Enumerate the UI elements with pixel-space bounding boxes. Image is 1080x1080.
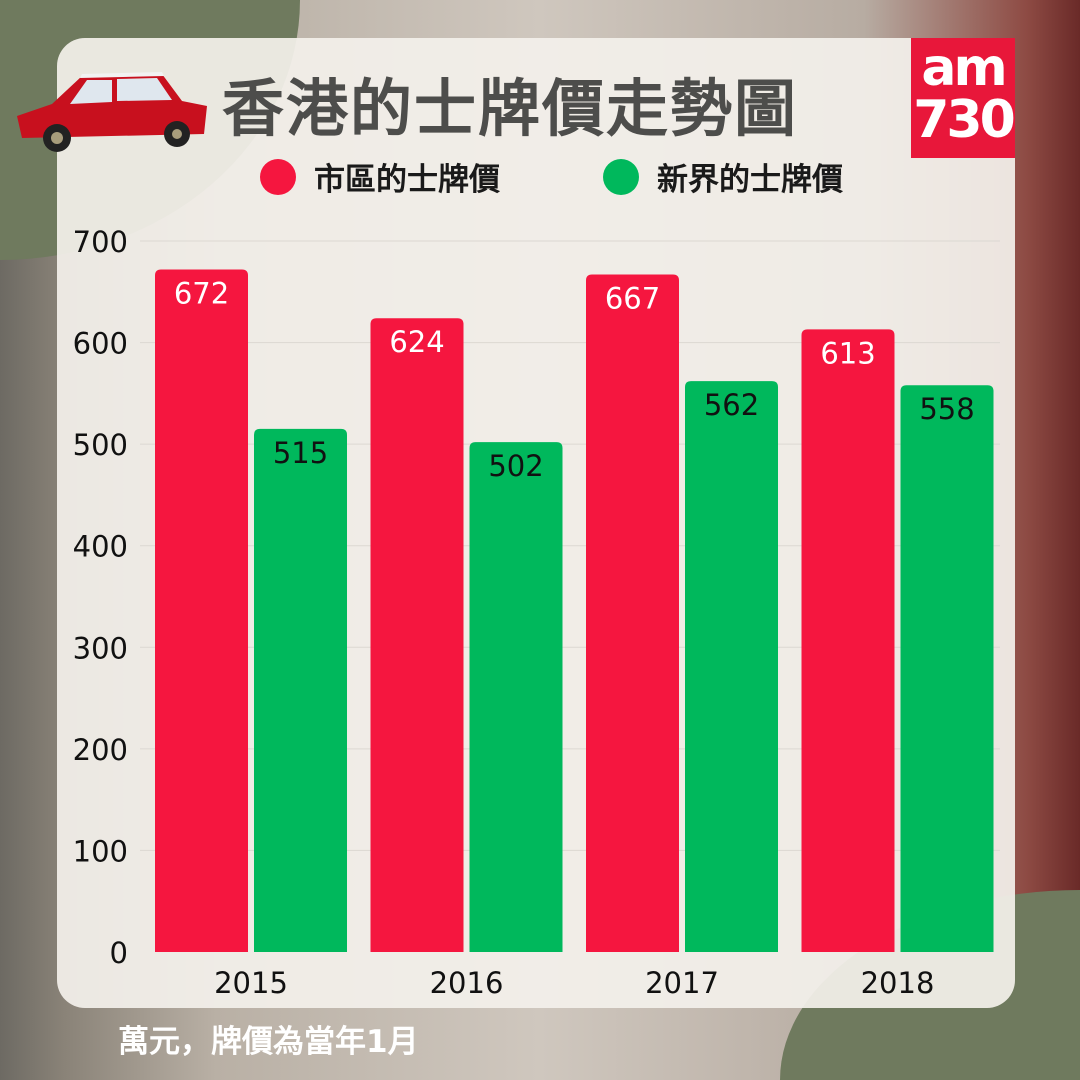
bar <box>685 381 778 952</box>
bar <box>801 329 895 952</box>
y-tick-label: 700 <box>73 225 128 259</box>
legend-red-dot-icon <box>260 158 296 195</box>
am730-logo: am 730 <box>911 38 1016 158</box>
data-label: 624 <box>389 325 444 359</box>
y-tick-label: 300 <box>73 631 128 665</box>
bar <box>254 428 347 953</box>
chart-title: 香港的士牌價走勢圖 <box>222 72 799 145</box>
legend-label: 新界的士牌價 <box>657 162 843 198</box>
data-label: 502 <box>488 449 543 483</box>
data-label: 672 <box>174 276 229 310</box>
footnote: 萬元，牌價為當年1月 <box>118 1024 419 1060</box>
y-tick-label: 400 <box>73 530 128 564</box>
taxi-icon <box>17 72 207 152</box>
bar <box>900 385 994 952</box>
legend-item-urban: 市區的士牌價 <box>260 154 500 199</box>
x-tick-label: 2016 <box>430 966 504 1000</box>
legend-label: 市區的士牌價 <box>314 162 500 198</box>
bar <box>370 318 464 952</box>
y-tick-label: 500 <box>73 428 128 462</box>
bar <box>155 269 248 952</box>
x-tick-label: 2015 <box>214 966 288 1000</box>
x-tick-label: 2018 <box>861 966 935 1000</box>
data-label: 515 <box>273 436 328 470</box>
legend-green-dot-icon <box>603 158 639 195</box>
data-label: 562 <box>704 388 759 422</box>
data-label: 558 <box>919 392 974 426</box>
data-label: 667 <box>605 282 660 316</box>
bar <box>469 442 563 952</box>
data-label: 613 <box>820 336 875 370</box>
x-tick-label: 2017 <box>645 966 719 1000</box>
y-tick-label: 0 <box>110 936 128 970</box>
y-tick-label: 100 <box>73 834 128 868</box>
bar <box>586 274 679 953</box>
y-tick-label: 200 <box>73 733 128 767</box>
y-tick-label: 600 <box>73 327 128 361</box>
legend-item-nt: 新界的士牌價 <box>603 154 843 199</box>
